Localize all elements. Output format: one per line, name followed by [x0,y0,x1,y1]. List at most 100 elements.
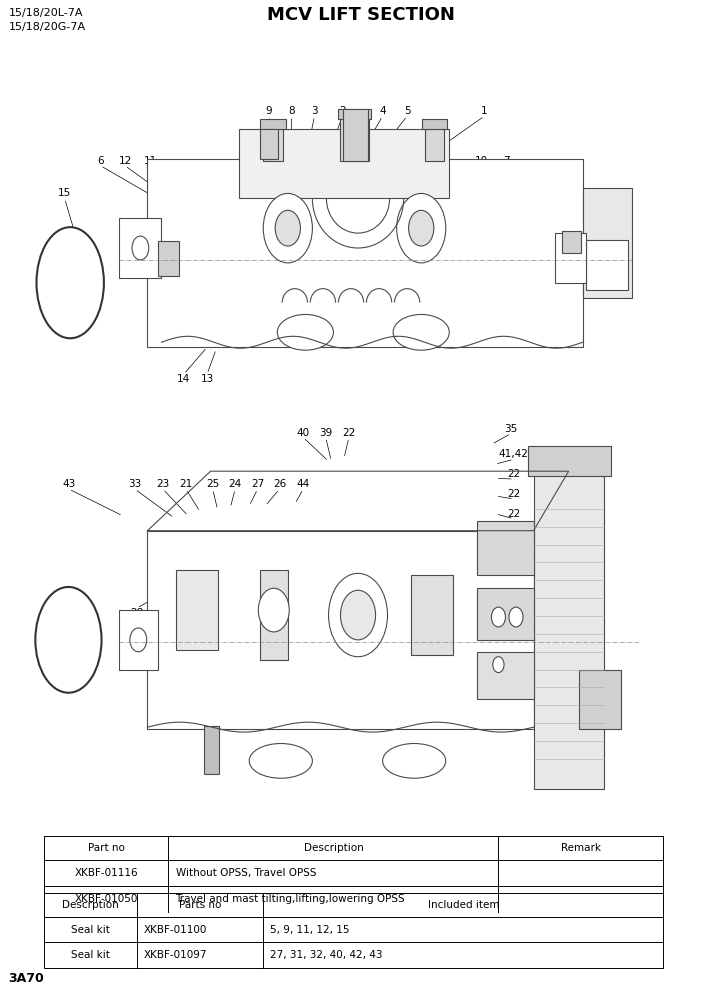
Bar [119,610,158,670]
Text: Description: Description [303,843,364,853]
Text: Seal kit: Seal kit [71,950,110,960]
Text: 10: 10 [475,156,488,166]
Text: 15/18/20G-7A: 15/18/20G-7A [8,22,86,32]
Text: 22: 22 [435,608,447,618]
Bar [119,218,161,278]
Circle shape [37,227,104,338]
Text: XKBF-01116: XKBF-01116 [74,868,138,878]
Bar [425,129,444,161]
Bar [239,129,449,198]
Bar [44,893,663,968]
Text: MCV LIFT SECTION: MCV LIFT SECTION [267,6,455,24]
Ellipse shape [277,314,333,350]
Bar [260,119,286,129]
Text: 26: 26 [273,479,286,489]
Text: 32: 32 [176,608,189,618]
Text: 22: 22 [508,509,520,519]
Circle shape [132,236,149,260]
Text: 33: 33 [128,479,141,489]
Text: 7: 7 [503,156,510,166]
Bar [260,129,278,159]
Text: 13: 13 [201,374,213,384]
Text: Travel and mast tilting,lifting,lowering OPSS: Travel and mast tilting,lifting,lowering… [176,894,405,904]
Circle shape [509,607,523,627]
Bar [338,109,371,119]
Text: 22: 22 [508,469,520,479]
Text: 5, 9, 11, 12, 15: 5, 9, 11, 12, 15 [270,925,350,934]
Text: 44: 44 [297,479,310,489]
Bar [534,471,604,789]
Circle shape [491,607,505,627]
Circle shape [340,590,376,640]
Text: 3A70: 3A70 [8,972,44,985]
Bar [583,188,632,298]
Bar [422,119,447,129]
Ellipse shape [393,314,449,350]
Text: Without OPSS, Travel OPSS: Without OPSS, Travel OPSS [176,868,316,878]
Text: 35: 35 [505,424,517,434]
Text: 37: 37 [291,608,304,618]
Bar [263,129,283,161]
Text: 24: 24 [229,479,241,489]
Text: Remark: Remark [561,843,601,853]
Text: 11: 11 [145,156,157,166]
Text: 27, 31, 32, 40, 42, 43: 27, 31, 32, 40, 42, 43 [270,950,383,960]
Text: XKBF-01050: XKBF-01050 [74,894,138,904]
Bar [204,726,219,774]
Bar [260,570,288,660]
Bar [528,446,611,476]
Text: 31: 31 [199,608,211,618]
Circle shape [493,657,504,673]
Text: 3: 3 [311,106,318,116]
Text: 8: 8 [288,106,295,116]
Text: 12: 12 [119,156,131,166]
Bar [343,109,368,161]
Text: 4: 4 [379,106,386,116]
Text: 21: 21 [180,479,192,489]
Text: 15: 15 [58,188,71,198]
Text: 29: 29 [461,608,473,618]
Bar [411,575,453,655]
Circle shape [263,193,312,263]
Bar [176,570,218,650]
Text: Parts no: Parts no [179,900,221,910]
Text: 5: 5 [404,106,411,116]
Bar [562,231,581,253]
Text: 39: 39 [319,428,332,437]
Text: 38: 38 [269,608,282,618]
Text: 41,42: 41,42 [499,449,529,459]
Text: Included item: Included item [428,900,499,910]
Bar [579,670,621,729]
Text: XKBF-01100: XKBF-01100 [144,925,207,934]
Bar [477,588,534,640]
Circle shape [397,193,446,263]
Text: 43: 43 [62,479,75,489]
Bar [586,240,628,290]
Text: 27: 27 [251,479,264,489]
Circle shape [329,573,388,657]
Circle shape [409,210,434,246]
Bar [44,836,663,912]
Circle shape [130,628,147,652]
Text: Descrption: Descrption [62,900,119,910]
Text: 25: 25 [206,479,219,489]
Text: 15/18/20L-7A: 15/18/20L-7A [8,8,83,18]
Ellipse shape [383,744,446,778]
Bar [477,652,534,699]
Text: 22: 22 [343,428,355,437]
Text: 2: 2 [339,106,346,116]
Circle shape [275,210,300,246]
Text: 40: 40 [297,428,310,437]
Text: 36: 36 [314,608,326,618]
Text: 23: 23 [157,479,169,489]
Circle shape [35,587,102,692]
Bar [555,233,586,283]
Bar [158,241,179,276]
Bar [340,119,369,161]
Ellipse shape [249,744,312,778]
Bar [147,531,534,729]
Text: 28: 28 [131,608,143,618]
Text: 14: 14 [178,374,190,384]
Text: 22: 22 [508,489,520,499]
Text: 6: 6 [97,156,104,166]
